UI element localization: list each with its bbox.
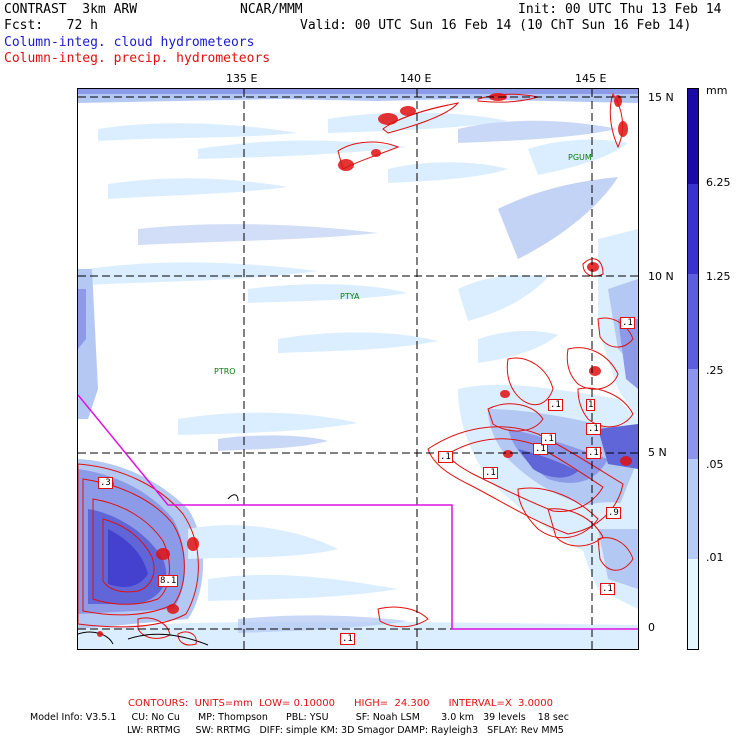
field-precip-title: Column-integ. precip. hydrometeors xyxy=(4,51,271,66)
contour-label: .1 xyxy=(533,443,548,455)
colorbar-label-25: .25 xyxy=(706,364,724,377)
colorbar-segment xyxy=(688,369,698,459)
contour-label: .9 xyxy=(606,507,621,519)
contour-label: .1 xyxy=(541,433,556,445)
contour-label: .3 xyxy=(98,477,113,489)
inner-domain-boundary xyxy=(78,394,638,630)
colorbar-segment xyxy=(688,459,698,559)
colorbar-unit: mm xyxy=(706,84,728,97)
field-cloud-title: Column-integ. cloud hydrometeors xyxy=(4,35,255,50)
lat-label-15n: 15 N xyxy=(648,91,674,104)
colorbar-segment xyxy=(688,274,698,369)
colorbar-label-6-25: 6.25 xyxy=(706,176,731,189)
contour-label: .1 xyxy=(600,583,615,595)
map-panel: .1 .1 .1 .1 .1 .1 1 .9 .1 .1 .1 .1 8.1 .… xyxy=(77,88,639,650)
station-ptya: PTYA xyxy=(340,292,360,301)
colorbar-label-1-25: 1.25 xyxy=(706,270,731,283)
station-pgum: PGUM xyxy=(568,153,592,162)
colorbar-segment xyxy=(688,89,698,184)
colorbar-label-01: .01 xyxy=(706,551,724,564)
lon-label-140: 140 E xyxy=(400,72,432,85)
contour-label: 8.1 xyxy=(158,575,179,587)
colorbar-segment xyxy=(688,559,698,649)
model-info-line-2: LW: RRTMG SW: RRTMG DIFF: simple KM: 3D … xyxy=(127,725,564,736)
colorbar xyxy=(687,88,699,650)
station-ptro: PTRO xyxy=(214,367,236,376)
precip-contours xyxy=(78,92,634,646)
colorbar-label-05: .05 xyxy=(706,458,724,471)
lon-label-145: 145 E xyxy=(575,72,607,85)
model-title: CONTRAST 3km ARW xyxy=(4,2,138,17)
contour-label: .1 xyxy=(340,633,355,645)
contour-label: .1 xyxy=(548,399,563,411)
contour-label: 1 xyxy=(586,399,596,411)
model-info-line-1: Model Info: V3.5.1 CU: No Cu MP: Thompso… xyxy=(30,712,569,723)
map-canvas xyxy=(78,89,638,649)
lat-label-0: 0 xyxy=(648,621,655,634)
contour-label: .1 xyxy=(483,467,498,479)
colorbar-segment xyxy=(688,184,698,274)
contour-label: .1 xyxy=(586,447,601,459)
lat-label-5n: 5 N xyxy=(648,446,667,459)
cloud-shading xyxy=(78,89,638,649)
contours-info: CONTOURS: UNITS=mm LOW= 0.10000 HIGH= 24… xyxy=(128,698,554,709)
forecast-hour: Fcst: 72 h xyxy=(4,18,98,33)
contour-label: .1 xyxy=(586,423,601,435)
contour-label: .1 xyxy=(620,317,635,329)
init-time: Init: 00 UTC Thu 13 Feb 14 xyxy=(518,2,722,17)
valid-time: Valid: 00 UTC Sun 16 Feb 14 (10 ChT Sun … xyxy=(300,18,692,33)
center-name: NCAR/MMM xyxy=(240,2,303,17)
contour-label: .1 xyxy=(438,451,453,463)
lat-label-10n: 10 N xyxy=(648,270,674,283)
lon-label-135: 135 E xyxy=(226,72,258,85)
